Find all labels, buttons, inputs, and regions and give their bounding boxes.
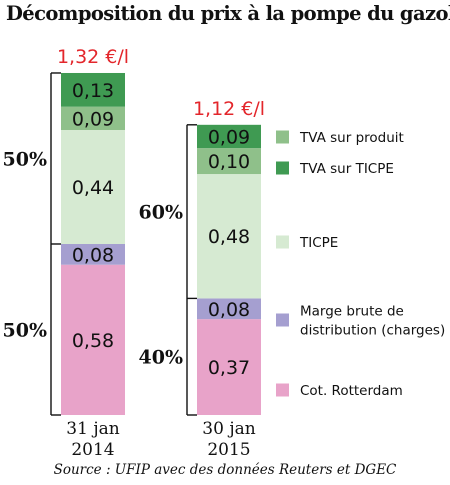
total-label-2: 1,12 €/l: [193, 98, 265, 120]
legend-swatch-2: [276, 161, 289, 175]
data-label-2-2: 0,08: [208, 299, 250, 321]
legend-swatch-5: [276, 383, 289, 397]
chart-title: Décomposition du prix à la pompe du gazo…: [6, 2, 450, 25]
bar-segment-2-2: [197, 298, 261, 320]
bar-segment-2-4: [197, 148, 261, 175]
category-label-1-line2: 2014: [71, 440, 114, 460]
data-label-1-1: 0,58: [72, 330, 114, 352]
legend-label-4-line2: distribution (charges): [300, 323, 445, 339]
share-label-top-2: 60%: [139, 202, 184, 224]
bar-segment-1-2: [61, 243, 125, 265]
data-label-1-4: 0,09: [72, 108, 114, 130]
legend-swatch-3: [276, 235, 289, 249]
data-label-1-3: 0,44: [72, 177, 114, 199]
bar-segment-2-1: [197, 319, 261, 415]
share-label-bottom-1: 50%: [3, 319, 48, 341]
bar-segment-2-3: [197, 174, 261, 299]
bar-segment-1-5: [61, 72, 125, 107]
data-label-2-1: 0,37: [208, 357, 250, 379]
category-label-1-line1: 31 jan: [66, 419, 119, 439]
chart-source: Source : UFIP avec des données Reuters e…: [53, 462, 397, 478]
legend-swatch-4: [276, 313, 289, 327]
legend-swatch-1: [276, 130, 289, 144]
category-label-2-line2: 2015: [207, 440, 250, 460]
legend-label-1: TVA sur produit: [299, 130, 404, 146]
category-label-2-line1: 30 jan: [202, 419, 255, 439]
data-label-2-3: 0,48: [208, 226, 250, 248]
bar-segment-2-5: [197, 124, 261, 149]
data-label-1-2: 0,08: [72, 244, 114, 266]
bar-segment-1-3: [61, 129, 125, 244]
share-label-bottom-2: 40%: [139, 347, 184, 369]
share-label-top-1: 50%: [3, 148, 48, 170]
legend-label-2: TVA sur TICPE: [299, 161, 394, 177]
bar-segment-1-4: [61, 106, 125, 130]
data-label-1-5: 0,13: [72, 80, 114, 102]
bar-segment-1-1: [61, 264, 125, 415]
legend-label-4-line1: Marge brute de: [300, 304, 404, 320]
legend-label-5: Cot. Rotterdam: [300, 383, 403, 399]
legend-label-3: TICPE: [299, 235, 338, 251]
data-label-2-5: 0,09: [208, 126, 250, 148]
total-label-1: 1,32 €/l: [57, 46, 129, 68]
data-label-2-4: 0,10: [208, 151, 250, 173]
